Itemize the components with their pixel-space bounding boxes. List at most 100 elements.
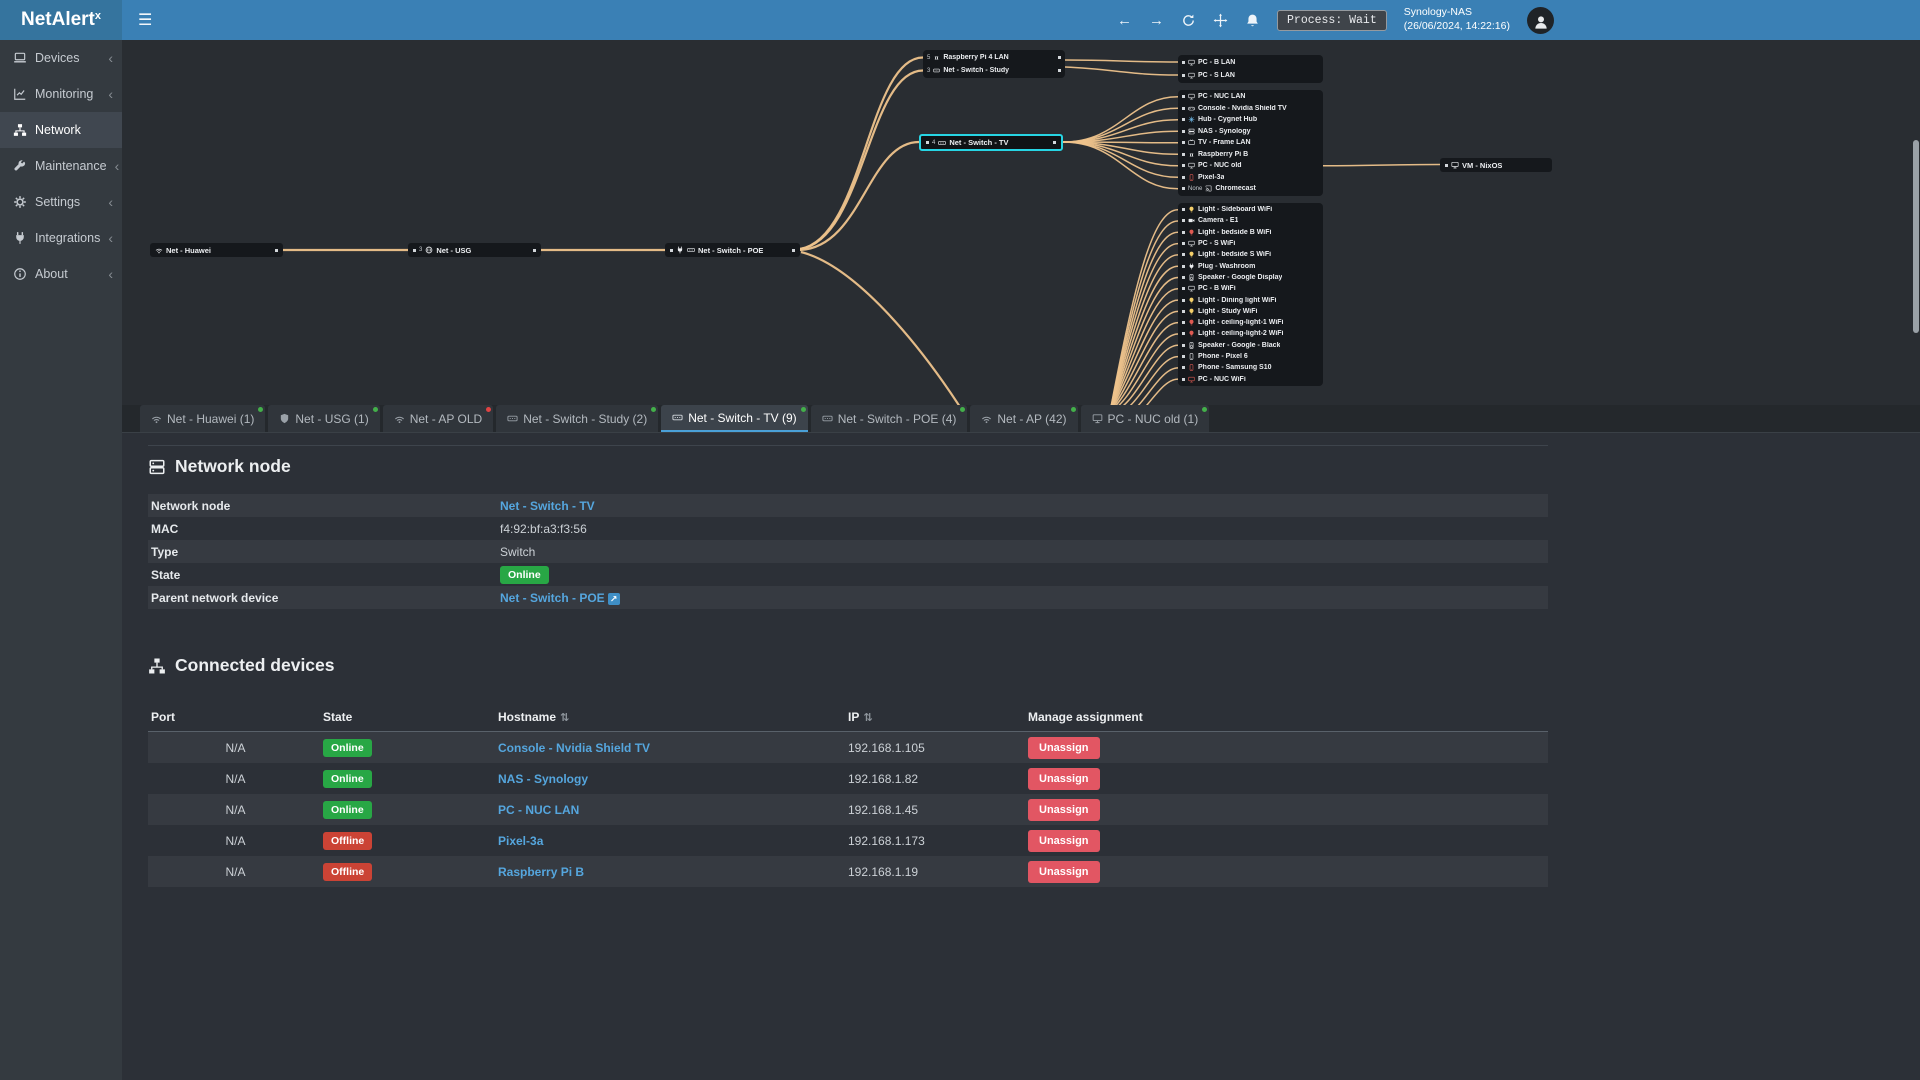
unassign-button[interactable]: Unassign bbox=[1028, 736, 1100, 759]
topology-device-console-nvidia-shield-tv[interactable]: Console - Nvidia Shield TV bbox=[1178, 103, 1323, 115]
topology-device-phone-pixel-6[interactable]: Phone - Pixel 6 bbox=[1178, 351, 1323, 362]
topology-device-light-dining-light-wifi[interactable]: Light - Dining light WiFi bbox=[1178, 294, 1323, 305]
switch-icon bbox=[507, 413, 518, 424]
sidebar-item-monitoring[interactable]: Monitoring ‹ bbox=[0, 76, 122, 112]
nav-forward-icon[interactable]: → bbox=[1149, 11, 1165, 29]
port-anchor bbox=[926, 141, 929, 144]
port-anchor bbox=[1053, 141, 1056, 144]
move-icon[interactable] bbox=[1213, 13, 1228, 28]
ip-cell: 192.168.1.45 bbox=[848, 802, 919, 817]
tv-icon bbox=[1188, 139, 1195, 146]
topology-node-vm-nixos[interactable]: VM - NixOS bbox=[1440, 158, 1552, 172]
tab-net-switch-study-2[interactable]: Net - Switch - Study (2) bbox=[496, 405, 659, 432]
avatar[interactable] bbox=[1527, 6, 1554, 34]
topology-device-light-ceiling-light-1-wifi[interactable]: Light - ceiling-light-1 WiFi bbox=[1178, 317, 1323, 328]
refresh-icon[interactable] bbox=[1181, 13, 1196, 28]
tab-net-usg-1[interactable]: Net - USG (1) bbox=[268, 405, 380, 432]
tab-net-ap-42[interactable]: Net - AP (42) bbox=[970, 405, 1078, 432]
device-link[interactable]: Console - Nvidia Shield TV bbox=[498, 740, 651, 755]
topology-device-chromecast[interactable]: None Chromecast bbox=[1178, 183, 1323, 195]
topology-device-light-bedside-s-wifi[interactable]: Light - bedside S WiFi bbox=[1178, 249, 1323, 260]
topology-device-pc-b-wifi[interactable]: PC - B WiFi bbox=[1178, 283, 1323, 294]
topology-node-net-switch-tv-selected[interactable]: 4 Net - Switch - TV bbox=[919, 134, 1063, 151]
sidebar-item-maintenance[interactable]: Maintenance ‹ bbox=[0, 148, 122, 184]
topology-device-pixel-3a[interactable]: Pixel-3a bbox=[1178, 172, 1323, 184]
topology-device-plug-washroom[interactable]: Plug - Washroom bbox=[1178, 260, 1323, 271]
tab-net-switch-poe-4[interactable]: Net - Switch - POE (4) bbox=[810, 405, 968, 432]
nav-back-icon[interactable]: ← bbox=[1117, 11, 1133, 29]
device-link[interactable]: Raspberry Pi B bbox=[498, 864, 585, 879]
col-ip[interactable]: IP ⇅ bbox=[848, 709, 873, 724]
light-icon bbox=[1188, 229, 1195, 236]
topology-device-raspberry-pi-4-lan[interactable]: 5 Raspberry Pi 4 LAN bbox=[923, 51, 1065, 64]
sidebar-item-devices[interactable]: Devices ‹ bbox=[0, 40, 122, 76]
tab-net-huawei-1[interactable]: Net - Huawei (1) bbox=[140, 405, 266, 432]
topology-device-speaker-google-black[interactable]: Speaker - Google - Black bbox=[1178, 340, 1323, 351]
sidebar-item-network[interactable]: Network bbox=[0, 112, 122, 148]
app-logo[interactable]: NetAlert x bbox=[0, 0, 122, 40]
unassign-button[interactable]: Unassign bbox=[1028, 767, 1100, 790]
topology-edges bbox=[282, 56, 1441, 405]
wrench-icon bbox=[13, 159, 27, 173]
sort-icon[interactable]: ⇅ bbox=[863, 711, 873, 724]
topology-device-light-study-wifi[interactable]: Light - Study WiFi bbox=[1178, 306, 1323, 317]
device-link[interactable]: Pixel-3a bbox=[498, 833, 544, 848]
unassign-button[interactable]: Unassign bbox=[1028, 860, 1100, 883]
sidebar-item-integrations[interactable]: Integrations ‹ bbox=[0, 220, 122, 256]
notifications-bell-icon[interactable] bbox=[1245, 13, 1260, 28]
topology-device-pc-nuc-wifi[interactable]: PC - NUC WiFi bbox=[1178, 373, 1323, 384]
topology-node-net-switch-poe[interactable]: Net - Switch - POE bbox=[665, 243, 800, 257]
topology-device-pc-s-wifi[interactable]: PC - S WiFi bbox=[1178, 238, 1323, 249]
port-anchor bbox=[1182, 253, 1185, 257]
unassign-button[interactable]: Unassign bbox=[1028, 829, 1100, 852]
light-icon bbox=[1188, 330, 1195, 337]
topology-device-nas-synology[interactable]: NAS - Synology bbox=[1178, 126, 1323, 138]
topology-device-raspberry-pi-b[interactable]: Raspberry Pi B bbox=[1178, 149, 1323, 161]
col-hostname[interactable]: Hostname ⇅ bbox=[498, 709, 570, 724]
chevron-left-icon: ‹ bbox=[114, 158, 120, 174]
topology-device-net-switch-study[interactable]: 3 Net - Switch - Study bbox=[923, 64, 1065, 77]
topology-device-light-bedside-b-wifi[interactable]: Light - bedside B WiFi bbox=[1178, 227, 1323, 238]
tab-net-switch-tv-9[interactable]: Net - Switch - TV (9) bbox=[661, 405, 808, 432]
topology-device-tv-frame-lan[interactable]: TV - Frame LAN bbox=[1178, 137, 1323, 149]
topology-device-pc-b-lan[interactable]: PC - B LAN bbox=[1178, 56, 1323, 69]
detail-row-mac: MAC f4:92:bf:a3:f3:56 bbox=[151, 521, 587, 536]
tab-pc-nuc-old-1[interactable]: PC - NUC old (1) bbox=[1080, 405, 1210, 432]
laptop-icon bbox=[13, 51, 27, 65]
tab-net-ap-old[interactable]: Net - AP OLD bbox=[382, 405, 494, 432]
topology-device-pc-nuc-old[interactable]: PC - NUC old bbox=[1178, 160, 1323, 172]
sidebar-item-settings[interactable]: Settings ‹ bbox=[0, 184, 122, 220]
topology-device-hub-cygnet-hub[interactable]: Hub - Cygnet Hub bbox=[1178, 114, 1323, 126]
device-link[interactable]: PC - NUC LAN bbox=[498, 802, 580, 817]
topology-device-pc-nuc-lan[interactable]: PC - NUC LAN bbox=[1178, 91, 1323, 103]
unassign-button[interactable]: Unassign bbox=[1028, 798, 1100, 821]
port-cell: N/A bbox=[225, 833, 246, 848]
status-dot-icon bbox=[1070, 407, 1076, 412]
topology-device-speaker-google-display[interactable]: Speaker - Google Display bbox=[1178, 272, 1323, 283]
col-state[interactable]: State bbox=[323, 709, 353, 724]
col-port[interactable]: Port bbox=[151, 709, 175, 724]
sort-icon[interactable]: ⇅ bbox=[560, 711, 570, 724]
topology-node-net-huawei[interactable]: Net - Huawei bbox=[150, 243, 283, 257]
port-anchor bbox=[670, 248, 673, 252]
external-link-icon[interactable]: ↗ bbox=[607, 592, 620, 605]
topology-device-light-ceiling-light-2-wifi[interactable]: Light - ceiling-light-2 WiFi bbox=[1178, 328, 1323, 339]
chevron-left-icon: ‹ bbox=[108, 50, 113, 66]
port-anchor bbox=[1182, 118, 1185, 122]
network-node-link[interactable]: Net - Switch - TV bbox=[500, 498, 595, 513]
menu-toggle-button[interactable]: ☰ bbox=[138, 12, 153, 29]
sidebar-item-about[interactable]: About ‹ bbox=[0, 256, 122, 292]
topology-device-light-sideboard-wifi[interactable]: Light - Sideboard WiFi bbox=[1178, 204, 1323, 215]
server-name: Synology-NAS bbox=[1403, 6, 1473, 19]
scrollbar-thumb[interactable] bbox=[1913, 140, 1919, 333]
topology-device-phone-samsung-s10[interactable]: Phone - Samsung S10 bbox=[1178, 362, 1323, 373]
plug-icon bbox=[676, 246, 684, 254]
topology-device-pc-s-lan[interactable]: PC - S LAN bbox=[1178, 69, 1323, 82]
device-link[interactable]: NAS - Synology bbox=[498, 771, 589, 786]
topology-node-net-usg[interactable]: 3 Net - USG bbox=[408, 243, 541, 257]
info-icon bbox=[13, 267, 27, 281]
detail-row-parent-network-device: Parent network device Net - Switch - POE ↗ bbox=[148, 586, 1548, 609]
parent-node-link[interactable]: Net - Switch - POE ↗ bbox=[500, 591, 620, 605]
status-dot-icon bbox=[1202, 407, 1208, 412]
topology-device-camera-e1[interactable]: Camera - E1 bbox=[1178, 215, 1323, 226]
